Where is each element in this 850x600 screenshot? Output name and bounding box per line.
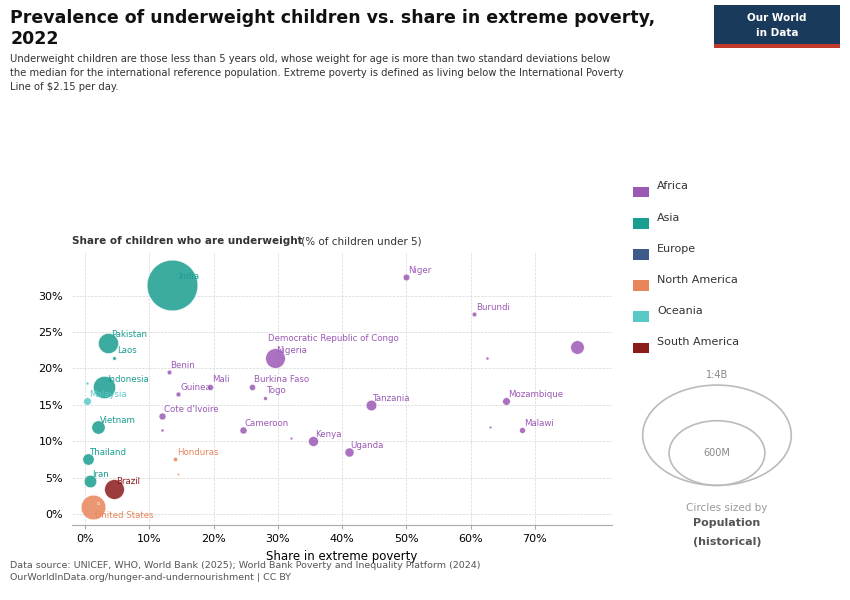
Text: Prevalence of underweight children vs. share in extreme poverty,: Prevalence of underweight children vs. s… <box>10 9 655 27</box>
Point <box>365 400 378 410</box>
Text: Indonesia: Indonesia <box>108 376 150 385</box>
Point <box>306 436 320 446</box>
Text: Pakistan: Pakistan <box>110 331 147 340</box>
Text: Malawi: Malawi <box>524 419 553 428</box>
Point <box>107 353 121 362</box>
Text: Thailand: Thailand <box>90 448 128 457</box>
Text: Vietnam: Vietnam <box>100 416 136 425</box>
Point <box>515 425 529 435</box>
Text: Tanzania: Tanzania <box>373 394 411 403</box>
Text: Our World: Our World <box>747 13 807 23</box>
Bar <box>714 44 840 48</box>
Point <box>570 342 583 352</box>
Text: Kenya: Kenya <box>315 430 342 439</box>
Text: Oceania: Oceania <box>657 306 703 316</box>
Text: Iran: Iran <box>92 470 109 479</box>
Point <box>101 338 115 348</box>
Point <box>168 455 182 464</box>
Point <box>162 367 175 377</box>
Text: Malaysia: Malaysia <box>89 390 127 399</box>
Point <box>480 353 494 362</box>
Text: Mali: Mali <box>212 376 230 385</box>
Text: 600M: 600M <box>704 448 730 458</box>
Point <box>80 378 94 388</box>
Text: South America: South America <box>657 337 740 347</box>
Point <box>165 280 178 290</box>
Point <box>258 393 272 403</box>
Point <box>98 382 111 391</box>
Text: 1:4B: 1:4B <box>706 370 728 380</box>
Point <box>156 411 169 421</box>
Text: Share of children who are underweight: Share of children who are underweight <box>72 236 303 246</box>
Text: Democratic Republic of Congo: Democratic Republic of Congo <box>269 334 399 343</box>
Text: in Data: in Data <box>756 28 798 38</box>
Text: Burundi: Burundi <box>476 302 510 311</box>
Point <box>284 433 298 442</box>
Point <box>235 425 249 435</box>
Text: Data source: UNICEF, WHO, World Bank (2025); World Bank Poverty and Inequality P: Data source: UNICEF, WHO, World Bank (20… <box>10 560 481 582</box>
Text: Guinea: Guinea <box>180 383 211 392</box>
Text: Mozambique: Mozambique <box>508 390 563 399</box>
Point <box>400 272 413 282</box>
Point <box>86 502 99 512</box>
Text: Circles sized by: Circles sized by <box>686 503 768 512</box>
Text: India: India <box>178 272 200 281</box>
Text: (historical): (historical) <box>693 537 761 547</box>
Text: United States: United States <box>94 511 153 520</box>
Text: Burkina Faso: Burkina Faso <box>254 376 309 385</box>
Point <box>204 382 218 391</box>
Point <box>82 455 95 464</box>
Text: Africa: Africa <box>657 181 689 191</box>
Text: Europe: Europe <box>657 244 696 254</box>
Text: Population: Population <box>693 518 761 529</box>
Text: (% of children under 5): (% of children under 5) <box>298 236 421 246</box>
Text: Underweight children are those less than 5 years old, whose weight for age is mo: Underweight children are those less than… <box>10 54 624 92</box>
Point <box>499 397 513 406</box>
Point <box>268 353 281 362</box>
Point <box>246 382 259 391</box>
Point <box>172 389 185 399</box>
X-axis label: Share in extreme poverty: Share in extreme poverty <box>266 550 418 563</box>
Text: Togo: Togo <box>267 386 286 395</box>
Text: Nigeria: Nigeria <box>276 346 308 355</box>
Point <box>83 476 97 486</box>
Text: Honduras: Honduras <box>177 448 218 457</box>
Text: Cameroon: Cameroon <box>245 419 289 428</box>
Text: Uganda: Uganda <box>350 441 384 450</box>
Point <box>156 425 169 435</box>
Text: Cote d'Ivoire: Cote d'Ivoire <box>164 404 218 413</box>
Text: Benin: Benin <box>171 361 196 370</box>
Text: Asia: Asia <box>657 212 680 223</box>
Point <box>107 484 121 493</box>
Text: 2022: 2022 <box>10 30 59 48</box>
Text: Laos: Laos <box>117 346 137 355</box>
Point <box>91 422 105 431</box>
Point <box>483 422 496 431</box>
Text: Niger: Niger <box>408 266 432 275</box>
Text: North America: North America <box>657 275 738 285</box>
Point <box>342 448 355 457</box>
Point <box>80 397 94 406</box>
Point <box>467 309 480 319</box>
Point <box>172 469 185 479</box>
Point <box>91 499 105 508</box>
Text: Brazil: Brazil <box>116 478 140 487</box>
